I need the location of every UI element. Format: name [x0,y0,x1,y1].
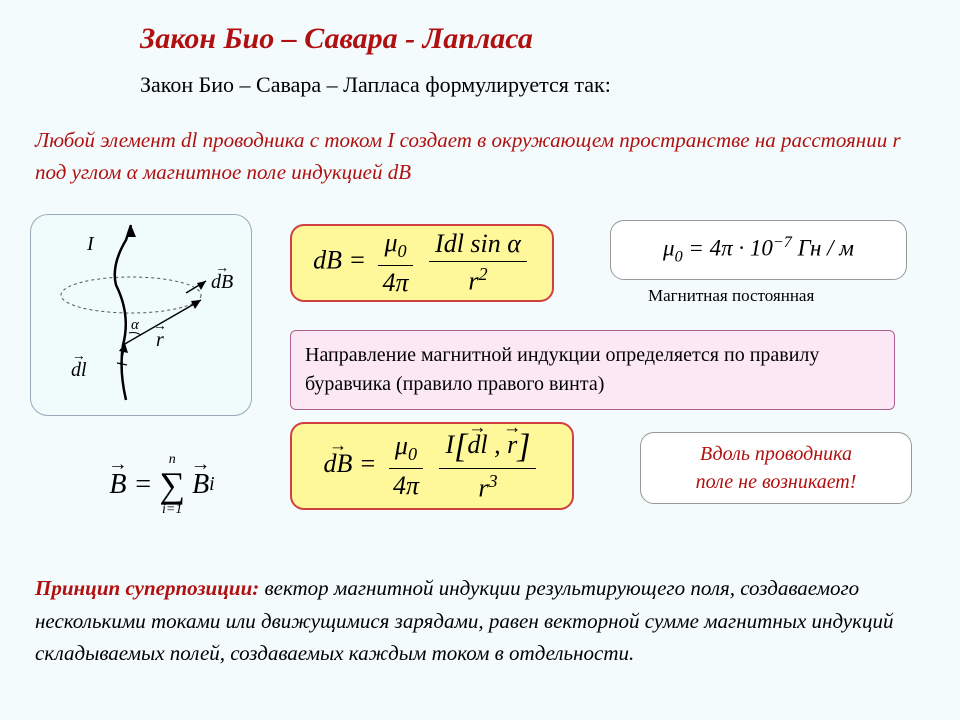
mu0-constant-box: μ0 = 4π · 10−7 Гн / м [610,220,907,280]
formula-sum: B = n ∑ i=1 Bi [72,445,252,525]
diagram-label-dl: dl [71,359,87,382]
diagram-label-r: r [156,329,164,352]
formula-scalar-box: dB = μ0 4π Idl sin α r2 [290,224,554,302]
diagram-box: I dB r dl α [30,214,252,416]
mu0-caption: Магнитная постоянная [648,286,814,306]
wire-diagram-svg [31,215,251,415]
superposition-title: Принцип суперпозиции: [35,576,259,600]
diagram-label-alpha: α [131,317,139,334]
formula-scalar: dB = μ0 4π Idl sin α r2 [313,228,531,297]
diagram-label-dB: dB [211,271,233,294]
formula-vector-box: dB = μ0 4π I[dl , r] r3 [290,422,574,510]
diagram-label-I: I [87,233,94,256]
direction-rule-text: Направление магнитной индукции определяе… [305,341,880,399]
intro-paragraph: Любой элемент dl проводника с током I со… [35,125,930,188]
side-note-line2: поле не возникает! [696,468,857,496]
subtitle: Закон Био – Савара – Лапласа формулирует… [140,72,611,98]
formula-vector: dB = μ0 4π I[dl , r] r3 [324,428,541,504]
side-note-line1: Вдоль проводника [700,440,852,468]
mu0-formula: μ0 = 4π · 10−7 Гн / м [663,234,854,266]
direction-rule-box: Направление магнитной индукции определяе… [290,330,895,410]
side-note-box: Вдоль проводника поле не возникает! [640,432,912,504]
superposition-paragraph: Принцип суперпозиции: вектор магнитной и… [35,572,930,670]
page-title: Закон Био – Савара - Лапласа [140,22,533,56]
